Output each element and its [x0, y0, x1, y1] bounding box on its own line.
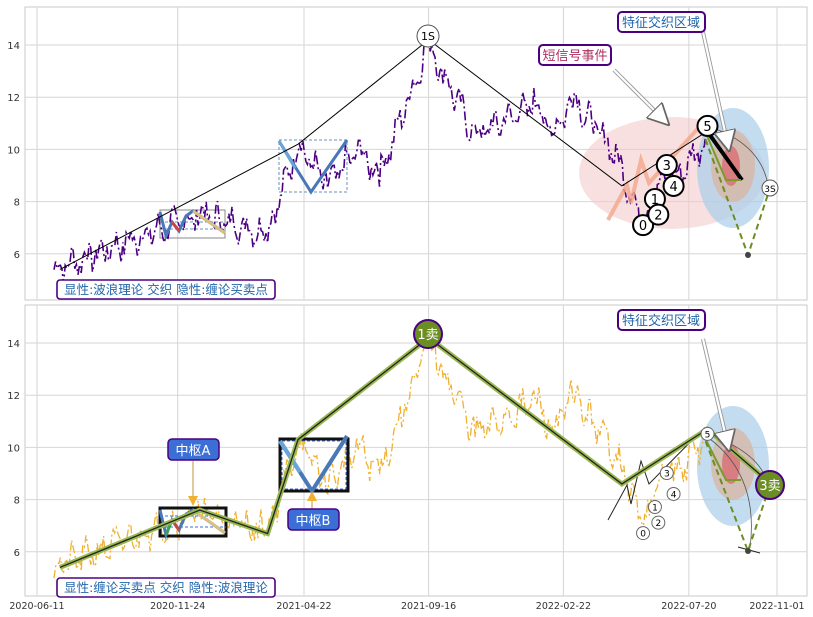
x-tick-label-5: 2022-07-20: [661, 601, 716, 612]
top-short-arrow: [613, 69, 668, 124]
bottom-wave-label-1: 1: [652, 503, 658, 513]
y-tick-label-1: 8: [14, 496, 20, 507]
bottom-legend: 显性:缠论买卖点 交织 隐性:波浪理论: [56, 577, 276, 598]
top-wave-label-4: 4: [669, 180, 677, 195]
bottom-wave-labels: 0 1 2 34 5: [636, 426, 715, 541]
bottom-wave-label-3: 3: [664, 470, 670, 480]
signal-1-sell-label: 1卖: [417, 328, 438, 343]
top-legend-text: 显性:波浪理论 交织 隐性:缠论买卖点: [64, 282, 268, 297]
center-a-text: 中枢A: [176, 444, 211, 459]
x-tick-label-2: 2021-04-22: [276, 601, 331, 612]
center-b-arrow-head: [307, 491, 317, 501]
y-tick-label-4: 14: [7, 339, 20, 350]
bottom-projection-point: [745, 548, 751, 554]
top-wave-point-5: 5: [696, 114, 719, 137]
bottom-arc-2: [699, 431, 752, 549]
bottom-wave-label-2: 2: [655, 519, 661, 529]
y-tick-label-2: 10: [7, 443, 20, 454]
top-wave-label-1: 1: [651, 193, 659, 208]
top-feature-text: 特征交织区域: [622, 15, 700, 31]
top-price-series: [53, 35, 707, 284]
x-ticks: 2020-06-11 2020-11-24 2021-04-22 2021-09-16…: [9, 601, 804, 612]
bottom-feature-label: 特征交织区域: [617, 309, 706, 331]
bottom-y-ticks: 6 8 10 12 14: [7, 339, 20, 559]
bottom-legend-text: 显性:缠论买卖点 交织 隐性:波浪理论: [64, 580, 268, 595]
bottom-wave-point-1: 1: [647, 499, 662, 514]
bottom-wave-label-5: 5: [705, 430, 711, 440]
top-wave-label-5: 5: [703, 120, 711, 135]
bottom-wave-point-4: 4: [666, 486, 681, 501]
top-stroke-b-light: [277, 140, 297, 169]
bottom-wave-label-4: 4: [671, 490, 677, 500]
top-short-signal-label: 短信号事件: [538, 44, 612, 66]
y-tick-label-3: 12: [7, 391, 20, 402]
top-feature-arrow: [701, 31, 729, 150]
bottom-zigzag-line: [59, 336, 772, 569]
y-tick-label-1: 8: [14, 198, 20, 209]
top-3s-marker: 3S: [761, 179, 779, 197]
bottom-wave-point-2: 2: [651, 515, 666, 530]
x-tick-label-3: 2021-09-16: [401, 601, 456, 612]
y-tick-label-0: 6: [14, 250, 20, 261]
y-tick-label-0: 6: [14, 548, 20, 559]
bottom-wave-point-3: 3: [659, 466, 674, 481]
center-a-label: 中枢A: [167, 438, 220, 461]
y-tick-label-3: 12: [7, 93, 20, 104]
top-wave-point-3: 3: [655, 154, 678, 177]
bottom-projection: [701, 431, 771, 554]
top-wave-point-2: 2: [647, 203, 670, 226]
top-y-ticks: 6 8 10 12 14: [7, 41, 20, 261]
top-1s-marker: 1S: [416, 24, 440, 48]
bottom-feature-arrow: [701, 338, 729, 450]
top-wave-point-0: 0: [632, 214, 655, 237]
bottom-wave-green: [701, 431, 741, 481]
bottom-stroke-a-tan: [192, 508, 226, 535]
top-wave-label-3: 3: [663, 159, 671, 174]
x-tick-label-4: 2022-02-22: [536, 601, 591, 612]
bottom-wave-line: [607, 429, 703, 521]
top-1s-label: 1S: [421, 30, 435, 43]
top-chan-strokes: [158, 122, 771, 259]
bottom-feature-text: 特征交织区域: [622, 313, 700, 329]
top-short-signal-text: 短信号事件: [542, 49, 607, 64]
x-tick-label-1: 2020-11-24: [150, 601, 205, 612]
top-feature-label: 特征交织区域: [617, 11, 706, 33]
bottom-wave-label-0: 0: [640, 530, 646, 540]
top-stroke-a-red: [170, 221, 181, 232]
x-tick-label-6: 2022-11-01: [749, 601, 804, 612]
top-panel: 6 8 10 12 14: [7, 6, 808, 301]
bottom-center-a-box: [158, 506, 228, 538]
top-wave-green: [701, 123, 741, 181]
bottom-wave-point-5: 5: [700, 426, 715, 441]
center-a-arrow-head: [188, 496, 198, 506]
bottom-center-b-inner: [281, 440, 347, 490]
top-wave-label-0: 0: [639, 219, 647, 234]
top-wave-fill: [606, 122, 704, 221]
top-3s-label: 3S: [764, 185, 776, 195]
top-legend: 显性:波浪理论 交织 隐性:缠论买卖点: [56, 279, 276, 300]
top-stroke-a-tan: [192, 209, 226, 235]
center-b-text: 中枢B: [296, 514, 331, 529]
top-wave-point-4: 4: [662, 174, 685, 197]
bottom-price-series: [53, 333, 707, 579]
signal-3-sell-label: 3卖: [759, 479, 780, 494]
y-tick-label-4: 14: [7, 41, 20, 52]
top-projection-point: [745, 252, 751, 258]
signal-3-sell: 3卖: [755, 470, 785, 500]
top-wave-labels: 012 3 4 5: [632, 114, 719, 237]
top-wave-label-2: 2: [654, 209, 662, 224]
x-tick-label-0: 2020-06-11: [9, 601, 64, 612]
bottom-wave-point-0: 0: [636, 526, 651, 541]
signal-1-sell: 1卖: [413, 319, 443, 349]
center-b-label: 中枢B: [287, 508, 340, 531]
y-tick-label-2: 10: [7, 145, 20, 156]
